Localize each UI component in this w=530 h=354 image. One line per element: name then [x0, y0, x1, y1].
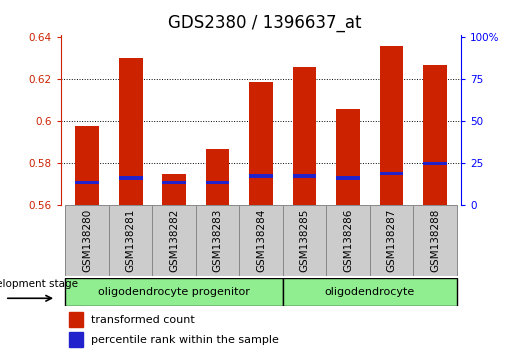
Bar [152, 205, 196, 276]
Text: GSM138283: GSM138283 [213, 209, 223, 273]
Text: GSM138282: GSM138282 [169, 209, 179, 273]
Bar [65, 278, 283, 306]
Bar [65, 205, 109, 276]
Bar [336, 109, 360, 205]
Text: GSM138284: GSM138284 [256, 209, 266, 273]
Bar [162, 181, 186, 184]
Bar [119, 177, 143, 179]
Text: GDS2380 / 1396637_at: GDS2380 / 1396637_at [168, 14, 362, 32]
Bar [413, 205, 457, 276]
Text: transformed count: transformed count [91, 315, 195, 325]
Bar [206, 149, 229, 205]
Bar [423, 65, 447, 205]
Text: GSM138281: GSM138281 [126, 209, 136, 273]
Bar [326, 205, 370, 276]
Bar [75, 126, 99, 205]
Text: GSM138288: GSM138288 [430, 209, 440, 273]
Bar [283, 278, 457, 306]
Bar [119, 58, 143, 205]
Text: percentile rank within the sample: percentile rank within the sample [91, 335, 279, 345]
Bar [293, 67, 316, 205]
Bar [162, 174, 186, 205]
Bar [69, 332, 83, 347]
Bar [69, 312, 83, 327]
Bar [196, 205, 239, 276]
Bar [249, 175, 273, 177]
Text: oligodendrocyte: oligodendrocyte [325, 287, 415, 297]
Bar [206, 181, 229, 184]
Bar [239, 205, 283, 276]
Text: GSM138280: GSM138280 [82, 209, 92, 272]
Bar [379, 172, 403, 176]
Bar [249, 81, 273, 205]
Text: GSM138287: GSM138287 [386, 209, 396, 273]
Bar [336, 177, 360, 179]
Text: GSM138286: GSM138286 [343, 209, 353, 273]
Bar [109, 205, 152, 276]
Text: oligodendrocyte progenitor: oligodendrocyte progenitor [98, 287, 250, 297]
Text: GSM138285: GSM138285 [299, 209, 310, 273]
Bar [293, 175, 316, 177]
Bar [370, 205, 413, 276]
Text: development stage: development stage [0, 279, 78, 289]
Bar [423, 162, 447, 165]
Bar [75, 181, 99, 184]
Bar [379, 46, 403, 205]
Bar [283, 205, 326, 276]
